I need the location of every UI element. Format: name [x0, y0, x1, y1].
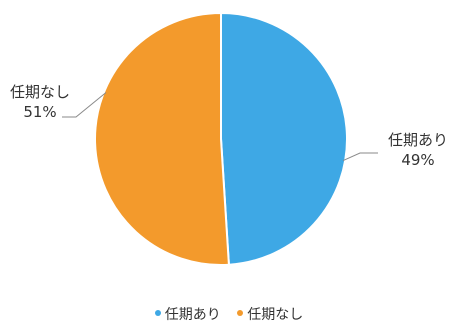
slice-category-label: 任期なし: [10, 83, 70, 101]
legend-label-ninki-ari: 任期あり: [164, 307, 221, 323]
leader-line-ninki-nashi: [62, 92, 107, 118]
legend-marker-ninki-nashi: [237, 310, 244, 316]
leader-lines: [62, 92, 378, 161]
legend: 任期あり 任期なし: [0, 306, 458, 324]
pie-slice-ninki-ari: [220, 11, 348, 266]
leader-line-ninki-ari: [342, 152, 378, 161]
pie-slice-ninki-nashi: [94, 11, 230, 266]
legend-label-ninki-nashi: 任期なし: [247, 307, 304, 323]
legend-item-ninki-nashi: 任期なし: [237, 306, 303, 324]
slice-category-label: 任期あり: [388, 131, 448, 149]
slice-value-label: 51%: [23, 103, 56, 121]
slice-value-label: 49%: [401, 151, 434, 169]
legend-marker-ninki-ari: [154, 310, 161, 316]
pie-slices: [94, 11, 348, 266]
legend-item-ninki-ari: 任期あり: [154, 306, 221, 324]
slice-labels: 任期あり 49% 任期なし 51%: [10, 83, 448, 169]
